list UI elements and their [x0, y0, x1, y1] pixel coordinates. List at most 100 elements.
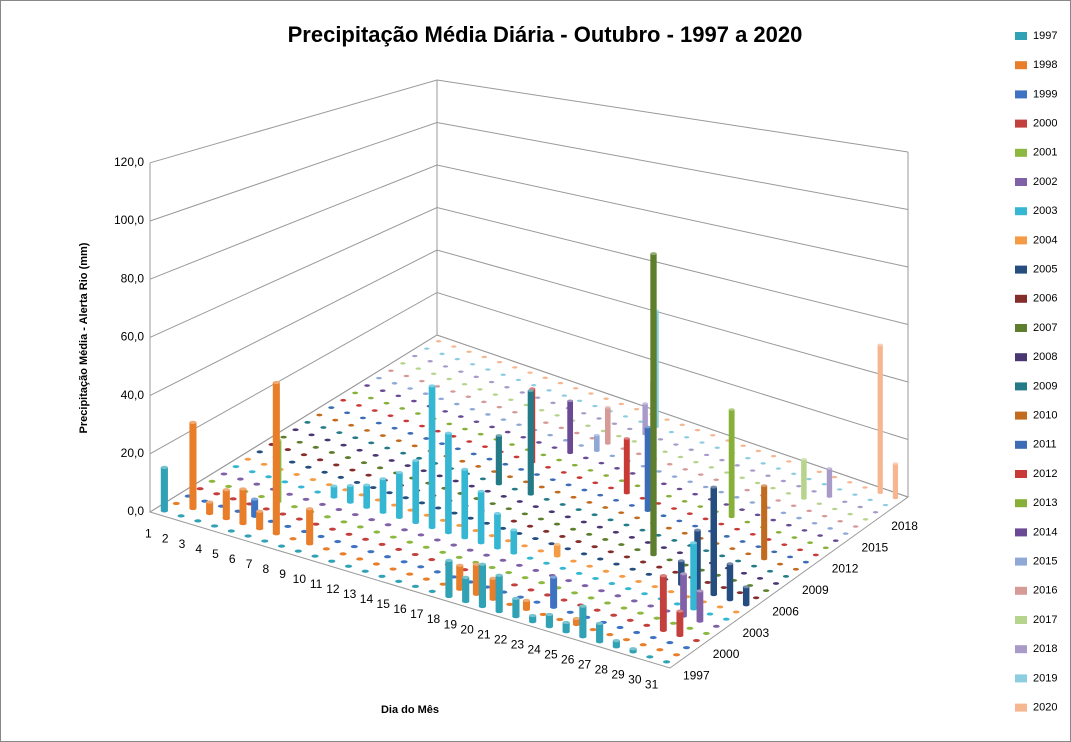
x-tick-label: 9	[279, 567, 286, 581]
column	[603, 397, 609, 400]
column	[671, 539, 678, 542]
legend-label: 2014	[1033, 526, 1057, 538]
column	[470, 452, 477, 456]
column	[384, 523, 392, 527]
column	[553, 522, 561, 526]
column	[404, 464, 411, 468]
column	[302, 497, 310, 501]
column-cap	[478, 562, 487, 566]
column	[538, 408, 545, 412]
column	[536, 441, 542, 444]
column	[548, 510, 555, 514]
column	[407, 432, 414, 435]
column	[571, 591, 578, 595]
column	[436, 474, 443, 478]
column	[248, 470, 256, 474]
legend-swatch	[1015, 586, 1027, 595]
column	[360, 461, 368, 465]
column	[744, 520, 751, 524]
column	[434, 429, 441, 433]
column	[510, 519, 518, 523]
column	[473, 375, 479, 379]
column	[663, 660, 671, 664]
column	[419, 424, 425, 428]
legend-label: 1997	[1033, 30, 1057, 42]
column	[660, 546, 668, 550]
column	[582, 456, 589, 460]
column-cap	[680, 572, 687, 576]
column	[556, 458, 563, 462]
column	[489, 578, 497, 600]
column	[672, 570, 679, 574]
column	[754, 481, 761, 485]
column	[362, 537, 370, 541]
column	[635, 579, 642, 583]
column	[806, 477, 812, 481]
column	[450, 543, 458, 547]
column	[284, 448, 292, 452]
column	[672, 653, 681, 657]
column	[586, 501, 593, 504]
column-cap	[456, 563, 464, 567]
column	[646, 655, 654, 659]
column	[744, 488, 750, 492]
legend-swatch	[1015, 207, 1027, 216]
column	[592, 481, 599, 485]
column	[682, 468, 689, 471]
column	[687, 480, 693, 484]
column	[771, 550, 778, 554]
column	[403, 419, 410, 423]
column	[589, 436, 596, 440]
column	[542, 529, 550, 533]
column	[519, 391, 525, 394]
column-cap	[623, 437, 630, 440]
column	[681, 500, 688, 503]
column	[644, 541, 652, 544]
column	[749, 533, 756, 536]
column	[565, 579, 572, 583]
column	[639, 643, 647, 647]
column	[755, 449, 762, 453]
legend-swatch	[1015, 353, 1027, 362]
column	[364, 384, 370, 387]
grid-line	[149, 291, 909, 455]
column	[627, 427, 633, 431]
y-tick-label: 120,0	[114, 155, 144, 169]
column	[483, 553, 490, 557]
column	[656, 470, 662, 473]
depth-tick-label: 2012	[832, 562, 859, 576]
column	[401, 528, 408, 532]
column	[611, 422, 618, 425]
column	[531, 383, 537, 387]
column	[319, 502, 326, 506]
depth-tick-label: 2003	[742, 626, 769, 640]
column	[862, 486, 868, 489]
column	[811, 490, 817, 493]
column	[372, 453, 379, 457]
legend-swatch	[1015, 616, 1027, 624]
legend-swatch	[1015, 703, 1027, 712]
column	[754, 513, 761, 517]
column	[703, 549, 710, 553]
legend-label: 1998	[1033, 59, 1057, 71]
column	[391, 426, 398, 430]
column	[699, 441, 705, 444]
column	[647, 604, 655, 608]
column	[521, 576, 529, 580]
column	[324, 438, 331, 442]
column	[572, 618, 581, 625]
column	[679, 423, 685, 427]
column	[668, 430, 675, 434]
column	[634, 548, 641, 552]
column	[734, 527, 741, 531]
column	[686, 626, 694, 630]
column	[628, 535, 636, 539]
legend-label: 2005	[1033, 264, 1057, 276]
column	[712, 624, 720, 628]
column	[424, 347, 430, 350]
column	[554, 414, 560, 417]
column	[356, 448, 363, 452]
column	[416, 456, 423, 460]
column	[353, 481, 361, 484]
